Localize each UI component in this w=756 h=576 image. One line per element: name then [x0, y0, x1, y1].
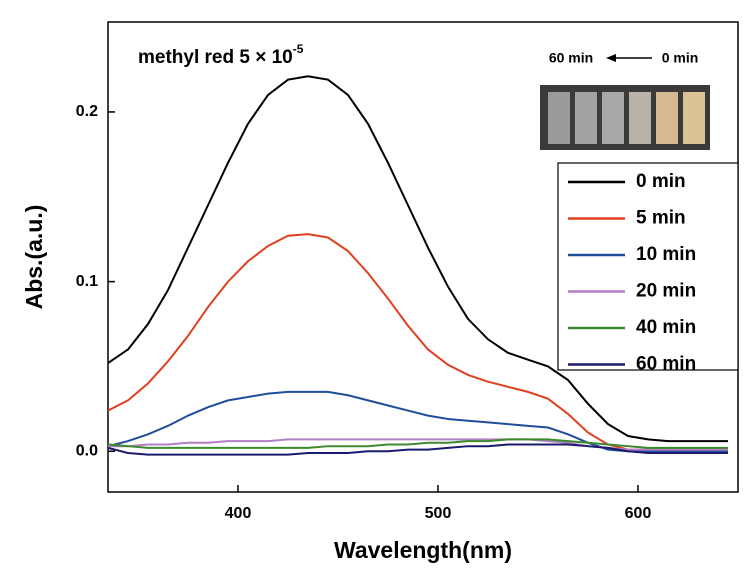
y-tick-label: 0.1 — [76, 273, 98, 290]
legend-label: 0 min — [636, 171, 686, 192]
series-line — [107, 438, 728, 449]
legend-box — [557, 162, 739, 371]
legend-label: 5 min — [636, 208, 686, 229]
x-axis-title: Wavelength(nm) — [334, 537, 512, 563]
vial — [683, 92, 705, 144]
photo-label: 60 min — [549, 50, 593, 66]
y-tick-label: 0.0 — [76, 442, 98, 459]
x-tick-label: 500 — [425, 505, 452, 522]
annotation: methyl red 5 × 10-5 — [138, 42, 304, 68]
x-tick-label: 600 — [625, 505, 652, 522]
series-line — [107, 443, 728, 456]
series-line — [108, 438, 728, 451]
y-tick-label: 0.2 — [76, 103, 98, 120]
annotation-text: methyl red 5 × 10 — [138, 47, 293, 68]
photo-label: 0 min — [662, 50, 699, 66]
vial-photo — [540, 85, 710, 150]
vial — [548, 92, 570, 144]
series-line — [107, 75, 728, 443]
annotation-superscript: -5 — [293, 42, 304, 56]
legend-label: 10 min — [636, 244, 696, 265]
arrow-head — [606, 54, 616, 62]
vial — [602, 92, 624, 144]
vial — [575, 92, 597, 144]
legend-label: 60 min — [636, 354, 696, 375]
x-tick-label: 400 — [225, 505, 252, 522]
vial — [656, 92, 678, 144]
legend-label: 20 min — [636, 281, 696, 302]
y-axis-title: Abs.(a.u.) — [21, 205, 47, 310]
legend-label: 40 min — [636, 317, 696, 338]
vial — [629, 92, 651, 144]
